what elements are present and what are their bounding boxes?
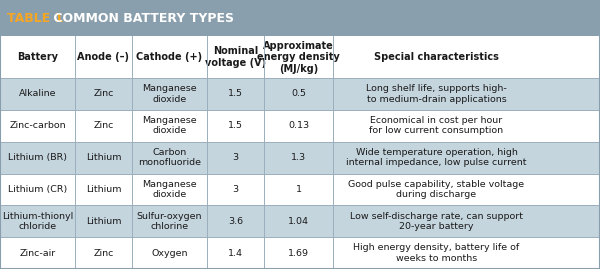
- Text: Long shelf life, supports high-
to medium-drain applications: Long shelf life, supports high- to mediu…: [366, 84, 507, 104]
- Text: Zinc: Zinc: [94, 89, 113, 98]
- Text: Zinc: Zinc: [94, 249, 113, 258]
- Text: 0.13: 0.13: [288, 121, 309, 130]
- Text: Economical in cost per hour
for low current consumption: Economical in cost per hour for low curr…: [370, 116, 503, 136]
- Text: 1: 1: [295, 185, 301, 194]
- Text: Manganese
dioxide: Manganese dioxide: [142, 116, 197, 136]
- Text: Carbon
monofluoride: Carbon monofluoride: [138, 148, 201, 167]
- Text: Lithium: Lithium: [86, 185, 121, 194]
- Text: 1.4: 1.4: [228, 249, 243, 258]
- Text: Manganese
dioxide: Manganese dioxide: [142, 84, 197, 104]
- Text: Lithium: Lithium: [86, 153, 121, 162]
- Text: 1.69: 1.69: [288, 249, 309, 258]
- Bar: [0, 110, 600, 142]
- Text: 1.3: 1.3: [291, 153, 306, 162]
- Bar: [0, 174, 600, 205]
- Text: Lithium (BR): Lithium (BR): [8, 153, 67, 162]
- Text: Lithium (CR): Lithium (CR): [8, 185, 67, 194]
- Text: Zinc: Zinc: [94, 121, 113, 130]
- Text: Manganese
dioxide: Manganese dioxide: [142, 180, 197, 199]
- Text: 1.5: 1.5: [228, 89, 243, 98]
- Text: Cathode (+): Cathode (+): [136, 52, 203, 62]
- Bar: [0, 36, 600, 78]
- Text: Approximate
energy density
(MJ/kg): Approximate energy density (MJ/kg): [257, 41, 340, 74]
- Bar: [0, 0, 600, 36]
- Text: 3: 3: [232, 153, 239, 162]
- Text: High energy density, battery life of
weeks to months: High energy density, battery life of wee…: [353, 243, 520, 263]
- Text: Battery: Battery: [17, 52, 58, 62]
- Text: Special characteristics: Special characteristics: [374, 52, 499, 62]
- Text: Zinc-air: Zinc-air: [19, 249, 56, 258]
- Bar: [0, 205, 600, 237]
- Text: Anode (–): Anode (–): [77, 52, 130, 62]
- Text: Nominal
voltage (V): Nominal voltage (V): [205, 46, 266, 68]
- Bar: [0, 78, 600, 110]
- Text: 1.04: 1.04: [288, 217, 309, 226]
- Text: Zinc-carbon: Zinc-carbon: [9, 121, 66, 130]
- Text: Sulfur-oxygen
chlorine: Sulfur-oxygen chlorine: [137, 211, 202, 231]
- Text: TABLE 1: TABLE 1: [7, 12, 64, 25]
- Text: Alkaline: Alkaline: [19, 89, 56, 98]
- Text: Lithium-thionyl
chloride: Lithium-thionyl chloride: [2, 211, 73, 231]
- Bar: [0, 237, 600, 269]
- Text: 3: 3: [232, 185, 239, 194]
- Text: 0.5: 0.5: [291, 89, 306, 98]
- Text: Oxygen: Oxygen: [151, 249, 188, 258]
- Text: Low self-discharge rate, can support
20-year battery: Low self-discharge rate, can support 20-…: [350, 211, 523, 231]
- Text: Lithium: Lithium: [86, 217, 121, 226]
- Text: 3.6: 3.6: [228, 217, 243, 226]
- Text: Good pulse capability, stable voltage
during discharge: Good pulse capability, stable voltage du…: [349, 180, 524, 199]
- Text: 1.5: 1.5: [228, 121, 243, 130]
- Bar: [0, 142, 600, 174]
- Text: COMMON BATTERY TYPES: COMMON BATTERY TYPES: [49, 12, 234, 25]
- Text: Wide temperature operation, high
internal impedance, low pulse current: Wide temperature operation, high interna…: [346, 148, 527, 167]
